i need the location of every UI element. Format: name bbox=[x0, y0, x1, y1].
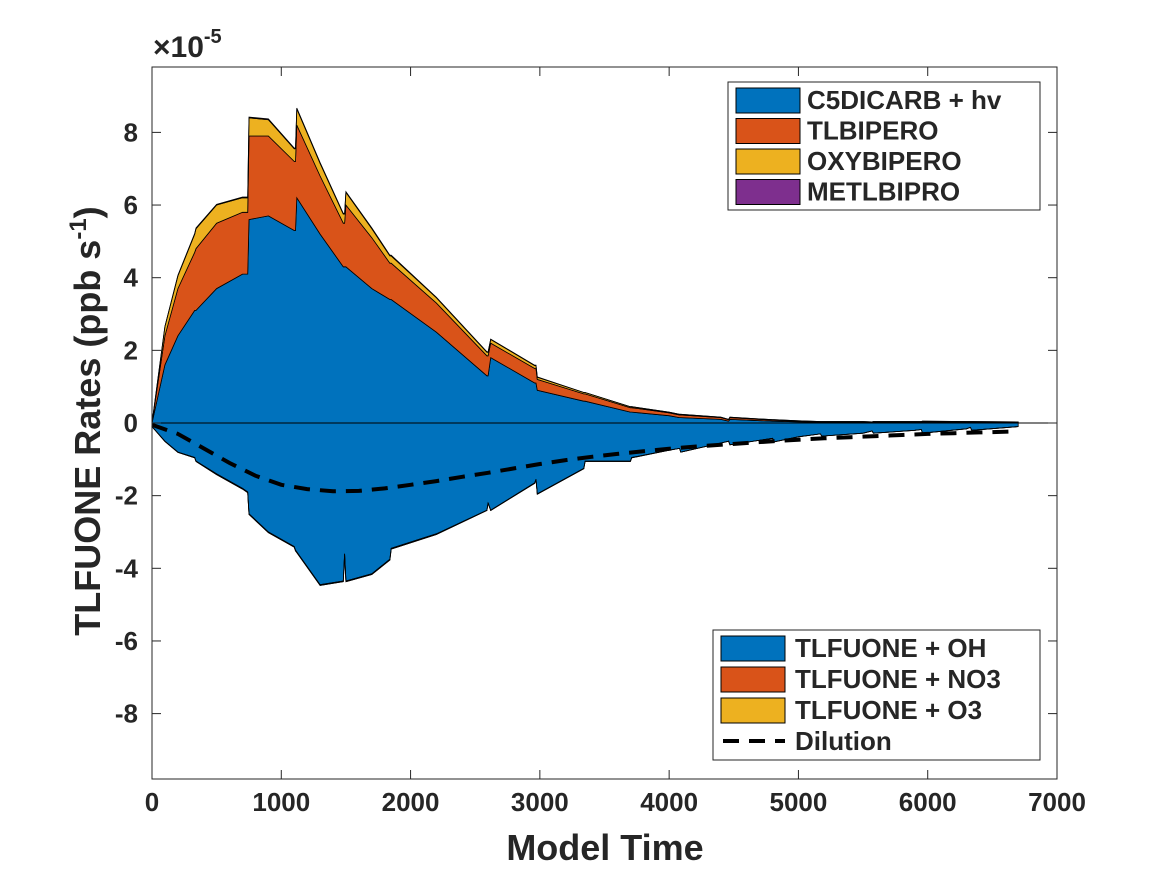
axis-exponent-prefix: ×10 bbox=[153, 31, 204, 64]
x-tick-label: 3000 bbox=[511, 787, 569, 817]
y-tick-label: 8 bbox=[124, 117, 138, 147]
legend-swatch bbox=[735, 118, 801, 144]
axis-exponent-power: -5 bbox=[204, 26, 222, 48]
x-tick-label: 2000 bbox=[382, 787, 440, 817]
x-tick-label: 7000 bbox=[1028, 787, 1086, 817]
axis-tick-labels: 0 1000 2000 3000 4000 5000 6000 7000 -8 -6 -4 -2 0 2 4… bbox=[115, 117, 1086, 817]
positive-area-3 bbox=[151, 107, 1019, 424]
dilution-line bbox=[151, 422, 1019, 494]
plot-areas bbox=[151, 107, 1019, 586]
x-tick-label: 0 bbox=[145, 787, 159, 817]
negative-area-2 bbox=[151, 426, 1019, 586]
legend-label: C5DICARB + hv bbox=[807, 85, 1002, 115]
y-axis-label-main: TLFUONE Rates (ppb s bbox=[67, 240, 108, 636]
legend-label: TLFUONE + O3 bbox=[795, 695, 982, 725]
legend-swatch bbox=[720, 635, 786, 662]
y-axis-label-close: ) bbox=[67, 206, 108, 218]
y-tick-label: 6 bbox=[124, 190, 138, 220]
legend-label: OXYBIPERO bbox=[807, 146, 962, 176]
axis-ticks bbox=[151, 67, 1058, 779]
y-tick-label: 4 bbox=[124, 263, 139, 293]
y-tick-label: 2 bbox=[124, 335, 138, 365]
legend-label: METLBIPRO bbox=[807, 177, 960, 207]
legend-swatch bbox=[720, 666, 786, 693]
x-axis-label: Model Time bbox=[506, 827, 703, 868]
x-tick-label: 4000 bbox=[640, 787, 698, 817]
legend-swatch bbox=[735, 87, 801, 114]
y-tick-label: 0 bbox=[124, 408, 138, 438]
legend-swatch bbox=[735, 148, 801, 175]
y-tick-label: -6 bbox=[115, 626, 138, 656]
x-tick-label: 1000 bbox=[252, 787, 310, 817]
legend-label: TLBIPERO bbox=[807, 116, 938, 146]
y-tick-label: -2 bbox=[115, 481, 138, 511]
legend-label: Dilution bbox=[795, 726, 892, 756]
y-axis-label: TLFUONE Rates (ppb s-1) bbox=[65, 206, 108, 635]
x-tick-label: 6000 bbox=[899, 787, 957, 817]
axis-exponent: ×10-5 bbox=[153, 26, 222, 64]
legend-swatch bbox=[735, 179, 801, 205]
x-tick-label: 5000 bbox=[770, 787, 828, 817]
legend-label: TLFUONE + OH bbox=[795, 633, 986, 663]
y-tick-label: -4 bbox=[115, 553, 139, 583]
y-axis-label-superscript: -1 bbox=[65, 218, 92, 239]
legend-swatch bbox=[720, 697, 786, 724]
y-tick-label: -8 bbox=[115, 699, 138, 729]
legend-label: TLFUONE + NO3 bbox=[795, 664, 1001, 694]
